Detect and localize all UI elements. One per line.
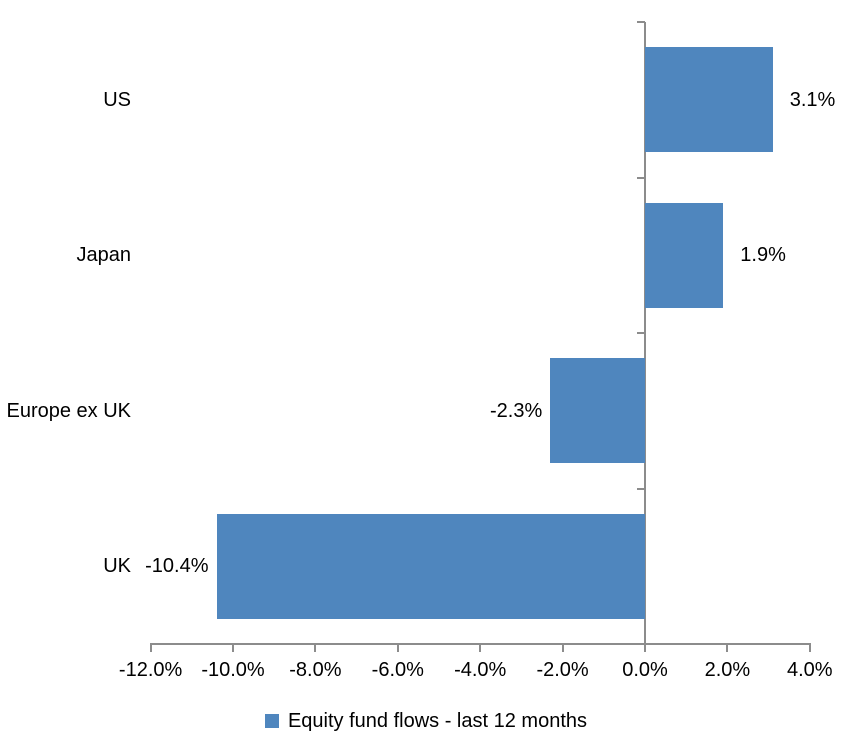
value-axis-tick [561, 644, 564, 652]
category-label: US [103, 88, 131, 111]
value-axis-tick-label: -2.0% [536, 659, 589, 681]
data-label: -2.3% [489, 399, 543, 422]
category-axis-tick [637, 176, 645, 179]
legend: Equity fund flows - last 12 months [0, 708, 852, 734]
value-axis-tick-label: -10.0% [201, 659, 265, 681]
value-axis-tick [314, 644, 317, 652]
category-axis-tick [637, 332, 645, 334]
value-axis-tick-label: -8.0% [289, 659, 342, 681]
category-axis-line [644, 22, 646, 644]
bar-uk [216, 513, 645, 619]
value-axis-tick-label: 0.0% [622, 659, 668, 681]
value-axis-tick [644, 644, 646, 652]
category-label: UK [103, 555, 131, 578]
bar-japan [645, 202, 724, 308]
category-axis-tick [637, 487, 645, 490]
category-axis-tick [637, 21, 645, 23]
value-axis-tick-label: -4.0% [454, 659, 507, 681]
bar-europe-ex-uk [550, 358, 645, 464]
data-label: 1.9% [740, 244, 786, 267]
category-label: Europe ex UK [6, 399, 131, 422]
legend-marker-square [264, 714, 279, 728]
value-axis-tick [232, 644, 234, 652]
value-axis-tick [808, 644, 811, 652]
legend-label: Equity fund flows - last 12 months [287, 710, 588, 732]
value-axis-tick-label: -6.0% [371, 659, 424, 681]
value-axis-tick-label: -12.0% [118, 659, 183, 681]
value-axis-tick [149, 644, 152, 652]
value-axis-tick-label: 4.0% [787, 659, 833, 681]
data-label: -10.4% [145, 555, 209, 578]
category-axis-tick [637, 643, 645, 645]
value-axis-tick [726, 644, 729, 652]
data-label: 3.1% [789, 88, 836, 111]
value-axis-tick [396, 644, 399, 652]
category-label: Japan [76, 244, 132, 267]
bar-us [645, 47, 773, 153]
value-axis-tick-label: 2.0% [704, 659, 751, 681]
value-axis-tick [479, 644, 482, 652]
